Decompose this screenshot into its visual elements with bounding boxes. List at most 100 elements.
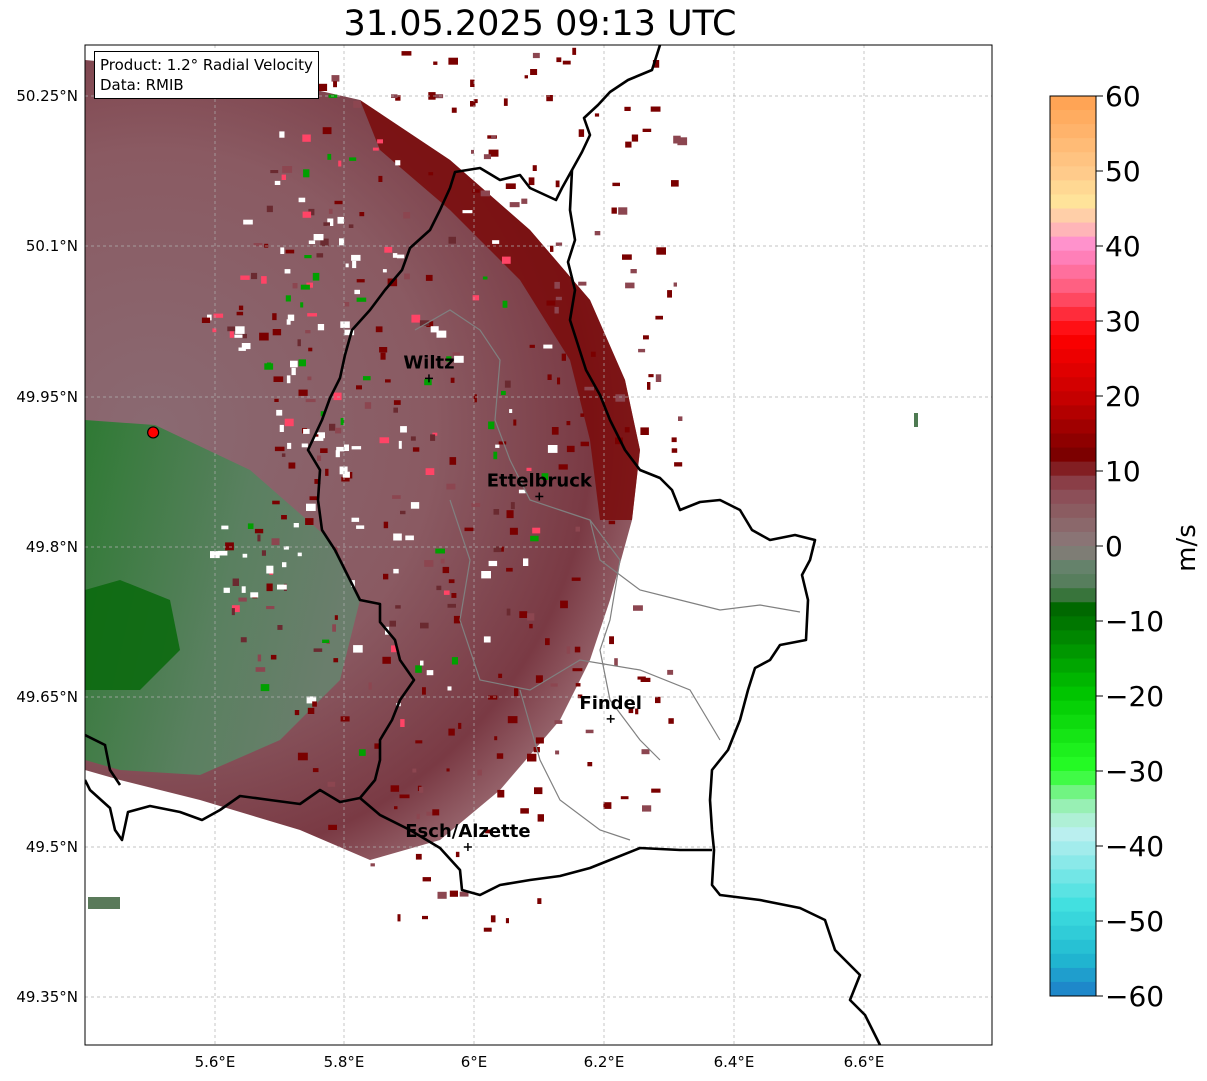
- lat-tick: 49.5°N: [26, 838, 78, 856]
- radar-pixel: [530, 535, 539, 542]
- radar-pixel: [354, 289, 360, 295]
- radar-pixel: [316, 253, 324, 258]
- colorbar-cell: [1050, 785, 1096, 800]
- radar-pixel: [554, 720, 563, 724]
- echo-patch: [88, 897, 120, 909]
- lat-tick: 49.95°N: [16, 388, 78, 406]
- radar-pixel: [327, 781, 336, 787]
- radar-pixel: [339, 466, 348, 475]
- colorbar-cell: [1050, 475, 1096, 491]
- colorbar-tick-label: −10: [1105, 605, 1164, 638]
- radar-pixel: [510, 502, 515, 510]
- radar-pixel: [493, 546, 502, 553]
- radar-pixel: [293, 523, 299, 528]
- radar-pixel: [668, 718, 674, 724]
- radar-pixel: [225, 542, 234, 551]
- radar-pixel: [428, 172, 434, 176]
- radar-pixel: [521, 198, 528, 204]
- radar-pixel: [543, 344, 553, 349]
- radar-pixel: [485, 829, 491, 834]
- radar-pixel: [306, 503, 316, 511]
- radar-pixel: [340, 716, 350, 722]
- radar-pixel: [356, 385, 362, 390]
- colorbar-tick-label: −40: [1105, 830, 1164, 863]
- radar-pixel: [307, 313, 317, 317]
- radar-pixel: [201, 317, 211, 323]
- radar-pixel: [266, 583, 273, 592]
- radar-pixel: [217, 550, 228, 556]
- radar-pixel: [561, 353, 566, 361]
- radar-pixel: [453, 615, 461, 624]
- radar-pixel: [526, 467, 532, 471]
- radar-pixel: [294, 710, 300, 716]
- radar-pixel: [504, 380, 511, 388]
- radar-pixel: [247, 523, 254, 529]
- radar-pixel: [307, 707, 315, 714]
- colorbar-cell: [1050, 925, 1096, 941]
- radar-pixel: [240, 275, 250, 280]
- radar-pixel: [255, 667, 266, 672]
- radar-pixel: [448, 579, 455, 584]
- colorbar-cell: [1050, 250, 1096, 266]
- radar-pixel: [578, 129, 585, 137]
- colorbar-cell: [1050, 771, 1096, 786]
- radar-pixel: [272, 329, 282, 336]
- city-marker: [424, 374, 433, 383]
- colorbar-cell: [1050, 363, 1096, 378]
- radar-pixel: [312, 272, 320, 281]
- radar-pixel: [642, 805, 652, 812]
- radar-pixel: [608, 520, 616, 525]
- colorbar-cell: [1050, 700, 1096, 716]
- velocity-outbound-arc: [360, 100, 640, 520]
- radar-pixel: [385, 379, 391, 383]
- radar-pixel: [633, 605, 643, 611]
- colorbar-cell: [1050, 96, 1096, 111]
- radar-pixel: [356, 297, 367, 302]
- radar-pixel: [488, 695, 498, 700]
- radar-pixel: [497, 789, 505, 798]
- radar-pixel: [266, 205, 273, 213]
- radar-pixel: [524, 75, 528, 79]
- radar-pixel: [575, 683, 581, 687]
- radar-pixel: [390, 785, 400, 792]
- colorbar-cell: [1050, 602, 1096, 617]
- radar-pixel: [448, 236, 456, 244]
- radar-pixel: [240, 637, 247, 643]
- lon-tick: 5.8°E: [324, 1053, 365, 1071]
- product-info-box: Product: 1.2° Radial Velocity Data: RMIB: [94, 51, 319, 99]
- city-marker: [463, 843, 472, 851]
- radar-pixel: [458, 722, 462, 729]
- colorbar-tick-label: −50: [1105, 905, 1164, 938]
- radar-pixel: [410, 502, 420, 509]
- radar-pixel: [384, 246, 393, 253]
- radar-pixel: [238, 347, 246, 351]
- radar-pixel: [290, 360, 298, 368]
- radar-pixel: [443, 590, 450, 595]
- radar-pixel: [571, 577, 581, 581]
- radar-pixel: [395, 605, 401, 609]
- radar-pixel: [506, 608, 511, 616]
- radar-pixel: [550, 683, 558, 687]
- radar-pixel: [227, 326, 238, 332]
- colorbar-cell: [1050, 967, 1096, 983]
- radar-pixel: [507, 716, 518, 724]
- radar-pixel: [449, 890, 458, 897]
- radar-pixel: [393, 568, 399, 574]
- radar-pixel: [624, 427, 630, 433]
- radar-pixel: [652, 60, 660, 68]
- colorbar-cell: [1050, 405, 1096, 420]
- map-title: 31.05.2025 09:13 UTC: [343, 4, 737, 44]
- radar-pixel: [509, 409, 513, 413]
- radar-pixel: [671, 437, 677, 443]
- colorbar-cell: [1050, 672, 1096, 688]
- radar-pixel: [284, 418, 294, 427]
- radar-pixel: [575, 526, 580, 532]
- radar-pixel: [590, 351, 596, 357]
- radar-pixel: [678, 416, 683, 421]
- radar-pixel: [505, 183, 516, 189]
- radar-pixel: [333, 392, 342, 401]
- radar-pixel: [328, 208, 333, 214]
- colorbar-cell: [1050, 447, 1096, 463]
- radar-pixel: [473, 99, 478, 104]
- city-label: Ettelbruck: [487, 471, 593, 492]
